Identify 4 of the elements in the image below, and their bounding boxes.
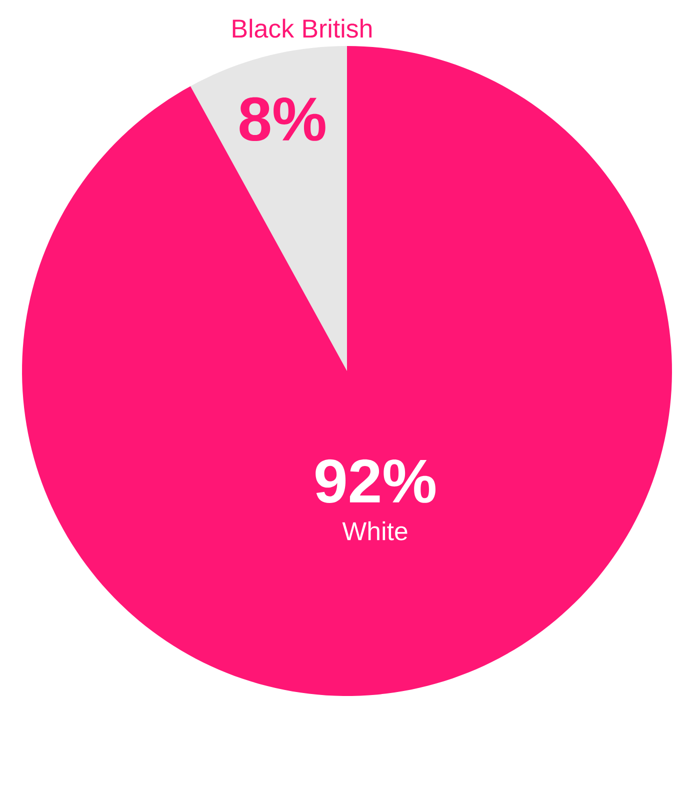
data-label: 92% — [316, 459, 436, 504]
slice-label: Black British — [232, 18, 372, 38]
slice-label: White — [342, 521, 408, 540]
data-label: 8% — [240, 97, 326, 142]
